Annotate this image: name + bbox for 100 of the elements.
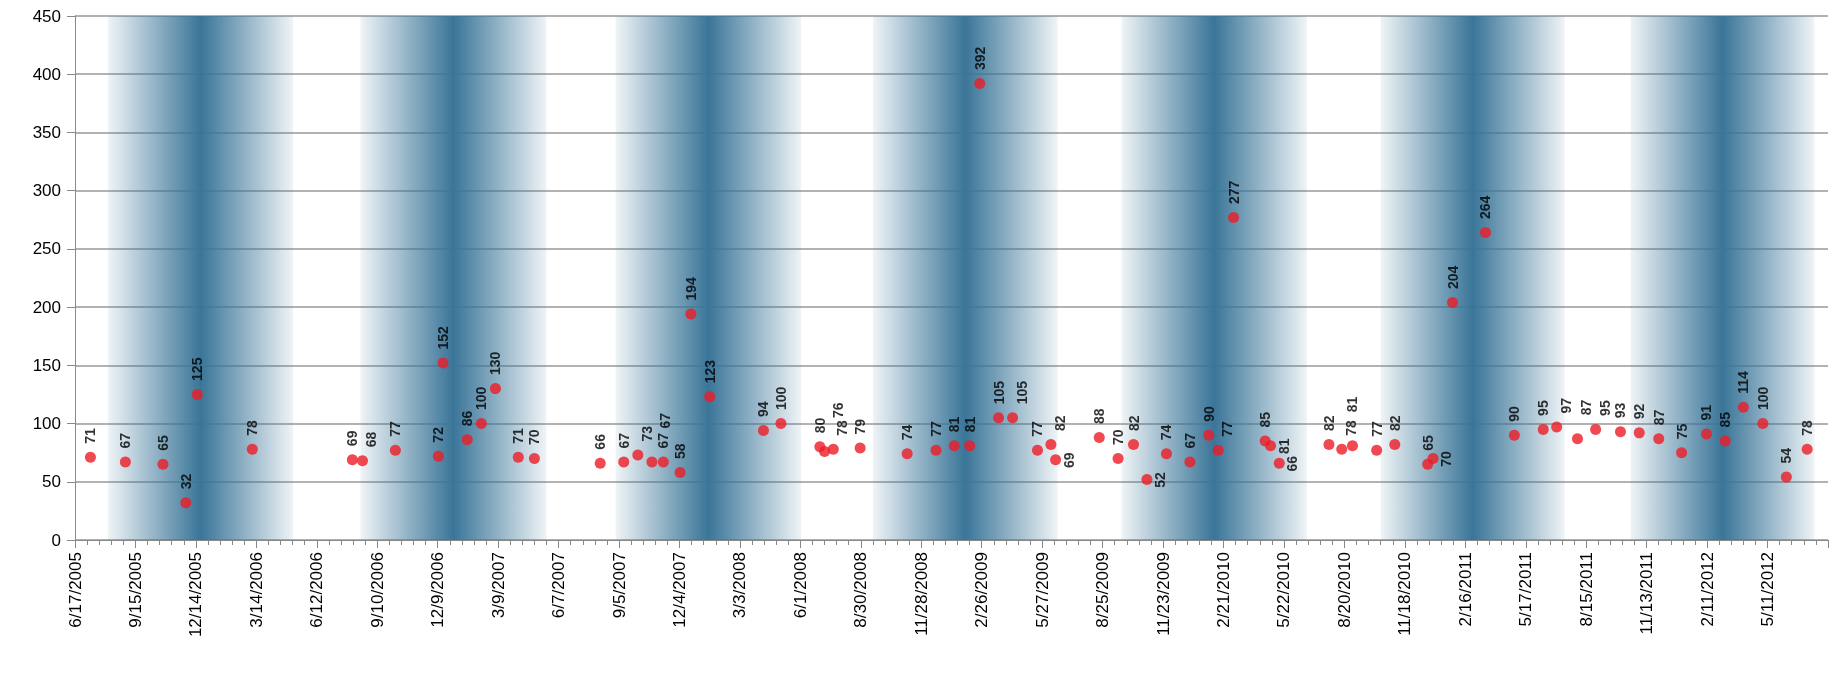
data-label: 82 — [1320, 415, 1337, 432]
data-label: 78 — [834, 419, 851, 436]
x-tick-label: 11/28/2008 — [911, 552, 931, 636]
x-tick-label: 5/27/2009 — [1032, 552, 1052, 628]
data-label: 66 — [1284, 455, 1301, 472]
data-label: 77 — [1368, 421, 1385, 437]
data-label: 71 — [82, 428, 99, 444]
y-tick-label: 300 — [32, 181, 61, 201]
data-label: 152 — [435, 325, 452, 350]
y-tick-label: 0 — [51, 530, 61, 550]
data-label: 114 — [1735, 370, 1752, 394]
data-label: 65 — [154, 435, 171, 451]
data-label: 85 — [1717, 411, 1734, 428]
x-tick-label: 5/22/2010 — [1274, 552, 1294, 628]
x-tick-label: 2/11/2012 — [1697, 552, 1717, 627]
data-label: 85 — [1257, 411, 1274, 428]
x-tick-label: 8/20/2010 — [1334, 552, 1354, 628]
data-label: 81 — [1344, 396, 1361, 413]
data-label: 75 — [1673, 423, 1690, 440]
x-tick-label: 8/15/2011 — [1576, 552, 1596, 627]
data-label: 194 — [682, 277, 699, 301]
data-label: 69 — [1060, 452, 1077, 468]
data-label: 264 — [1477, 195, 1494, 220]
data-label: 82 — [1125, 415, 1142, 432]
data-label: 105 — [1013, 380, 1030, 405]
y-tick-label: 450 — [32, 6, 61, 26]
data-label: 82 — [1386, 415, 1403, 432]
data-label: 70 — [1110, 429, 1127, 445]
data-label: 72 — [430, 426, 447, 443]
data-label: 87 — [1578, 399, 1595, 416]
x-tick-label: 2/16/2011 — [1455, 552, 1475, 627]
data-label: 74 — [899, 424, 916, 441]
x-tick-label: 5/11/2012 — [1758, 552, 1778, 627]
x-tick-label: 3/3/2008 — [730, 552, 750, 619]
x-tick-label: 6/17/2005 — [65, 552, 85, 628]
data-label: 79 — [852, 418, 869, 435]
data-label: 73 — [638, 425, 655, 442]
data-label: 97 — [1557, 397, 1574, 414]
x-tick-label: 6/12/2006 — [307, 552, 327, 628]
data-label: 65 — [1419, 435, 1436, 451]
data-label: 32 — [177, 473, 194, 490]
data-label: 90 — [1506, 405, 1523, 422]
data-label: 86 — [459, 410, 476, 427]
data-label: 78 — [1799, 419, 1816, 436]
data-label: 77 — [928, 421, 945, 437]
x-tick-label: 8/30/2008 — [851, 552, 871, 628]
data-label: 130 — [487, 351, 504, 376]
data-label: 58 — [672, 443, 689, 459]
data-label: 74 — [1158, 424, 1175, 441]
x-tick-label: 11/13/2011 — [1637, 552, 1657, 635]
data-label: 81 — [961, 416, 978, 433]
data-label: 76 — [829, 402, 846, 418]
y-tick-label: 100 — [32, 414, 61, 434]
x-tick-label: 9/15/2005 — [125, 552, 145, 628]
y-tick-label: 250 — [32, 239, 61, 259]
data-label: 95 — [1535, 400, 1552, 416]
data-label: 78 — [1342, 419, 1359, 436]
x-tick-label: 3/9/2007 — [488, 552, 508, 619]
data-label: 92 — [1631, 403, 1648, 420]
data-label: 277 — [1225, 180, 1242, 204]
data-label: 204 — [1444, 265, 1461, 289]
x-tick-label: 12/4/2007 — [669, 552, 689, 628]
data-label: 100 — [473, 386, 490, 411]
x-tick-label: 6/7/2007 — [549, 552, 569, 619]
data-label: 54 — [1778, 447, 1795, 464]
data-label: 88 — [1091, 408, 1108, 425]
x-tick-label: 6/1/2008 — [790, 552, 810, 619]
y-tick-label: 200 — [32, 297, 61, 317]
x-tick-label: 11/23/2009 — [1153, 552, 1173, 636]
data-label: 91 — [1698, 404, 1715, 421]
data-label: 80 — [811, 417, 828, 434]
data-label: 77 — [387, 421, 404, 437]
x-tick-label: 12/9/2006 — [428, 552, 448, 628]
y-tick-label: 150 — [32, 355, 61, 375]
data-label: 78 — [244, 419, 261, 436]
data-label: 82 — [1051, 415, 1068, 432]
data-label: 68 — [363, 431, 380, 448]
y-tick-label: 50 — [42, 472, 61, 492]
data-label: 90 — [1200, 405, 1217, 422]
x-tick-label: 11/18/2010 — [1395, 552, 1415, 636]
data-label: 70 — [526, 429, 543, 445]
data-label: 67 — [656, 412, 673, 429]
data-label: 95 — [1596, 400, 1613, 416]
y-tick-label: 350 — [32, 122, 61, 142]
x-tick-label: 2/26/2009 — [972, 552, 992, 628]
x-tick-label: 9/10/2006 — [367, 552, 387, 628]
x-tick-label: 8/25/2009 — [1093, 552, 1113, 628]
y-tick-label: 400 — [32, 64, 61, 84]
data-label: 77 — [1219, 421, 1236, 437]
data-label: 69 — [344, 430, 361, 447]
data-label: 67 — [117, 432, 134, 449]
data-label: 67 — [1181, 432, 1198, 449]
data-label: 67 — [655, 432, 672, 449]
x-tick-label: 5/17/2011 — [1516, 552, 1536, 627]
data-label: 94 — [755, 401, 772, 418]
data-label: 93 — [1612, 402, 1629, 419]
data-label: 392 — [971, 46, 988, 71]
data-label: 71 — [510, 428, 527, 444]
data-label: 67 — [615, 432, 632, 449]
data-label: 52 — [1151, 471, 1168, 488]
